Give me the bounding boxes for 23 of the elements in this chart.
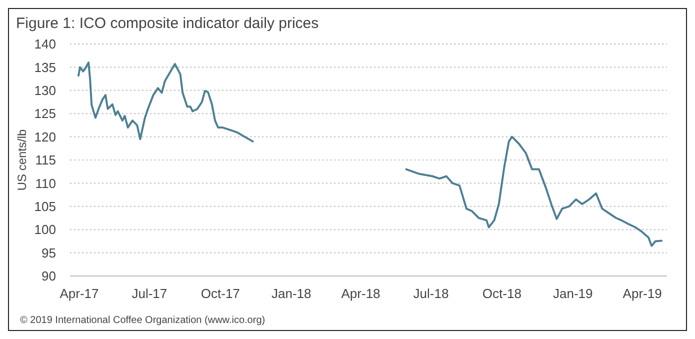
y-tick-label: 120	[34, 129, 56, 144]
x-tick-label: Apr-18	[341, 286, 380, 301]
y-tick-label: 110	[35, 176, 56, 191]
y-tick-label: 105	[34, 198, 56, 214]
x-tick-label: Oct-17	[200, 286, 240, 301]
y-tick-label: 125	[34, 106, 56, 122]
x-tick-label: Apr-19	[622, 286, 662, 301]
y-tick-label: 100	[34, 222, 56, 238]
x-tick-label: Jul-18	[413, 286, 449, 301]
x-tick-label: Jan-18	[271, 286, 312, 301]
x-tick-label: Oct-18	[482, 286, 522, 301]
y-tick-label: 115	[35, 152, 56, 168]
chart-title: Figure 1: ICO composite indicator daily prices	[16, 15, 319, 32]
y-tick-label: 135	[34, 60, 56, 75]
y-axis-title: US cents/lb	[15, 128, 29, 191]
y-tick-label: 130	[34, 82, 56, 98]
x-tick-label: Jul-17	[132, 286, 168, 301]
y-tick-label: 140	[34, 36, 56, 52]
x-tick-label: Jan-19	[553, 286, 593, 301]
x-tick-label: Apr-17	[60, 286, 99, 301]
y-tick-label: 90	[42, 268, 56, 284]
text: © 2019 International Coffee Organization (www.ico.org)	[20, 315, 266, 326]
y-tick-label: 95	[42, 245, 56, 260]
